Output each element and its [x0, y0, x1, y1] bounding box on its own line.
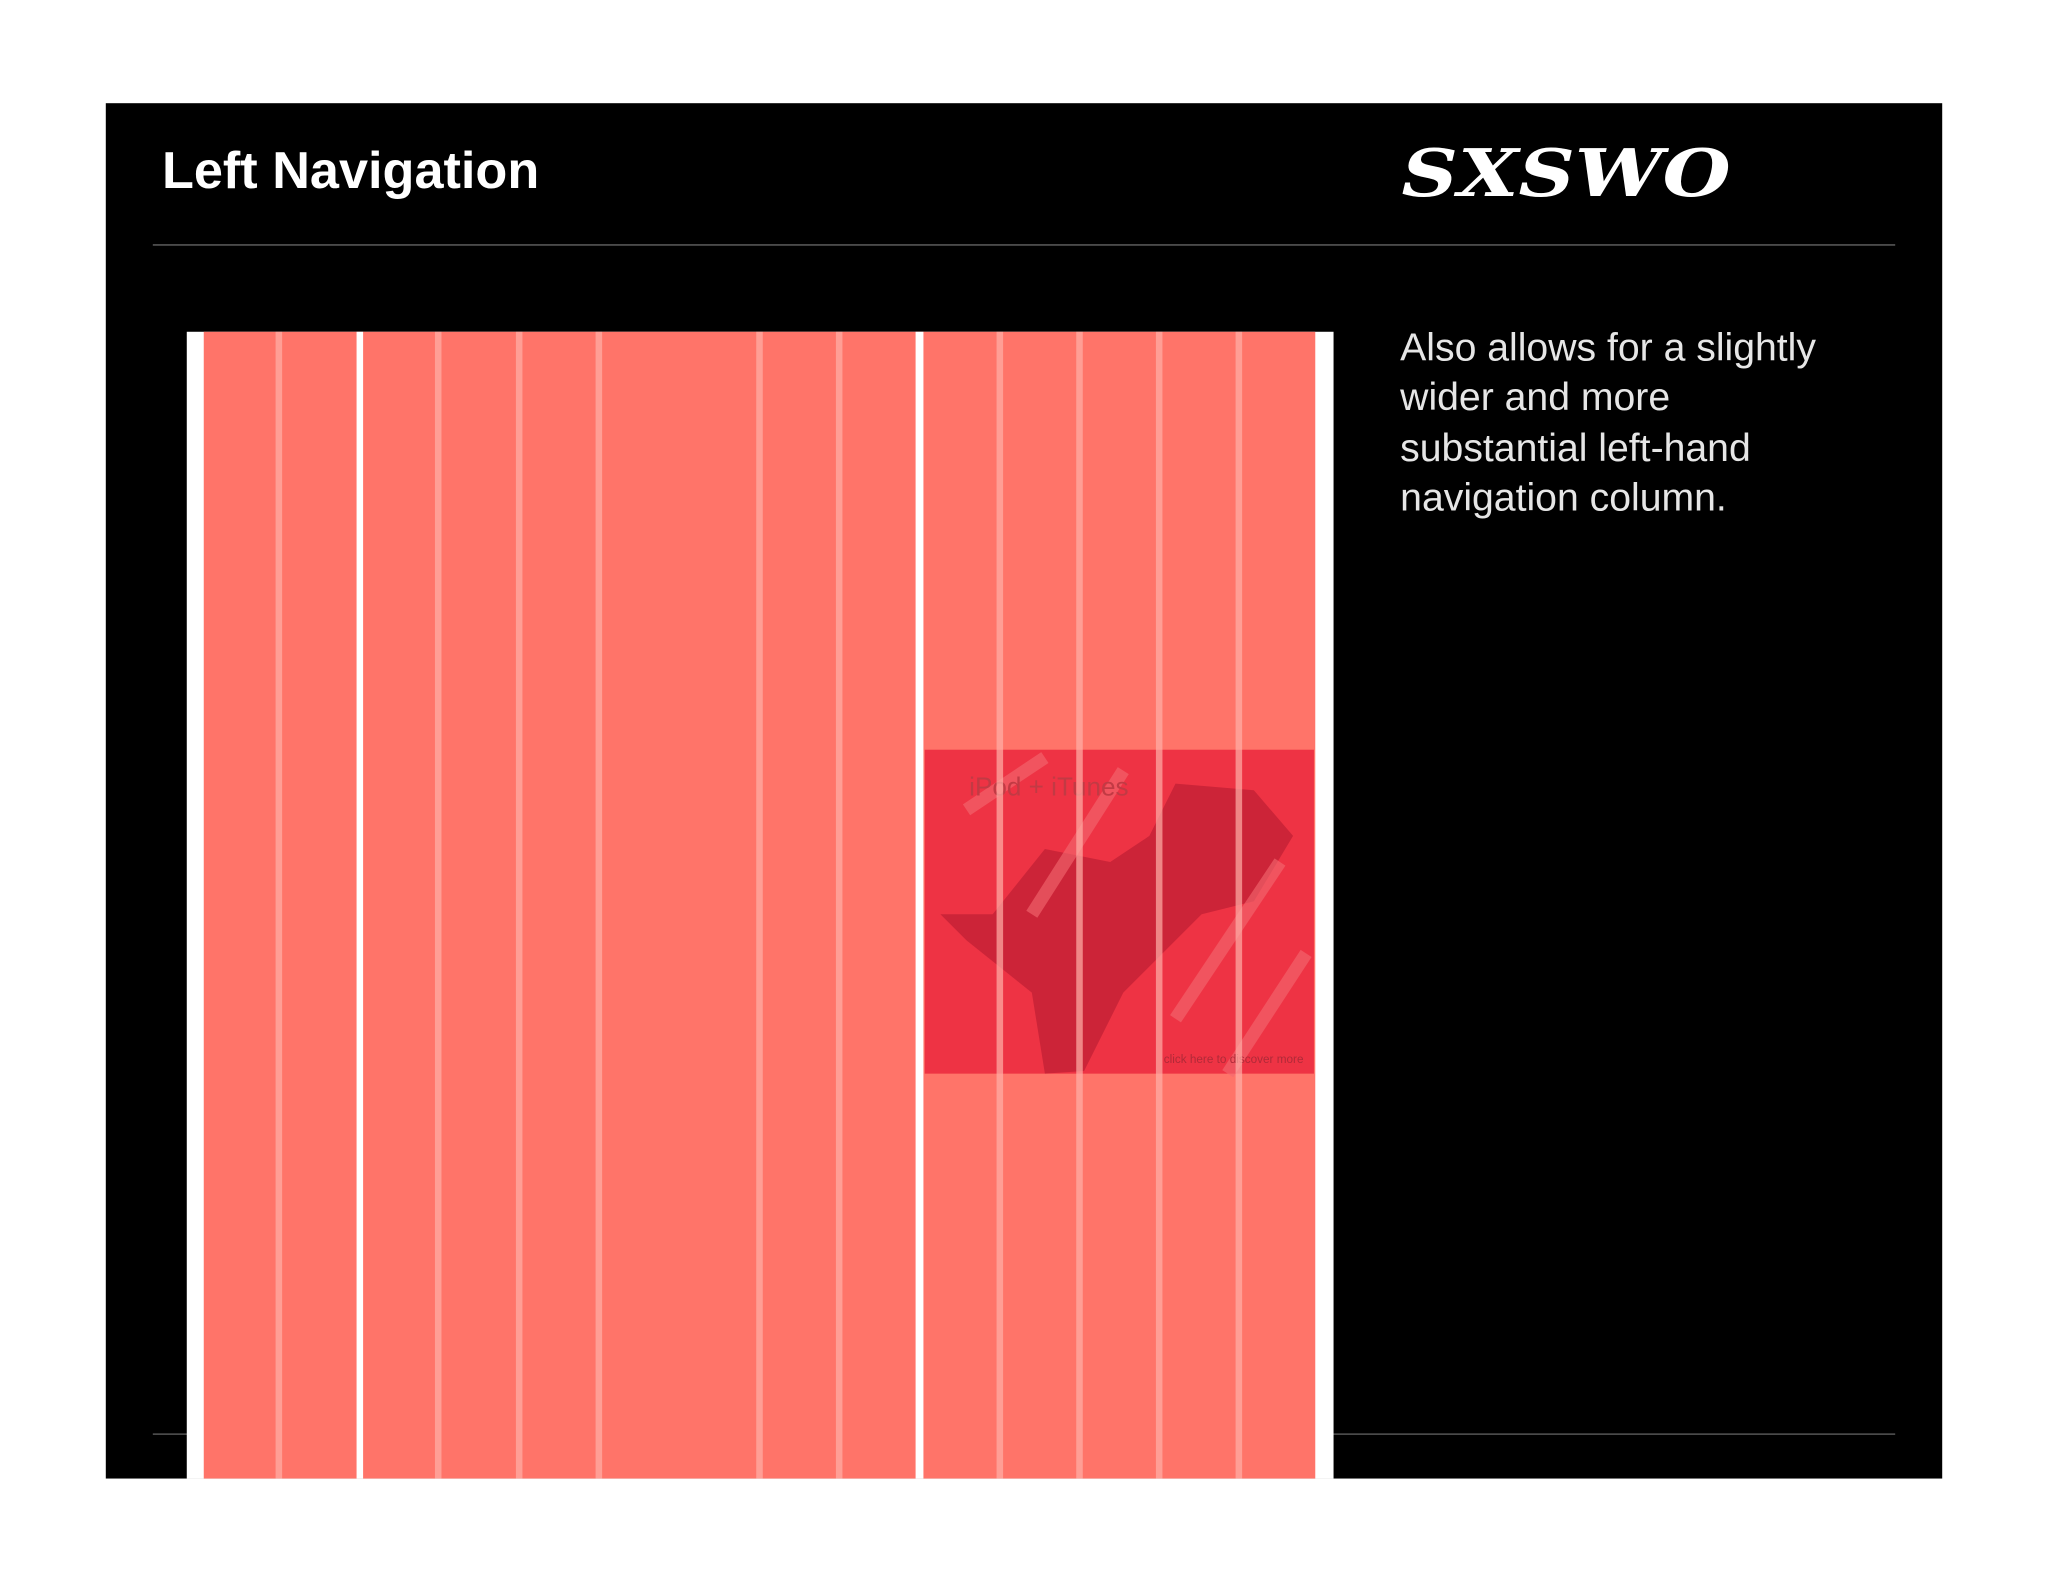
description-line: wider and more: [1399, 376, 1670, 419]
grid-diagram: iPod + iTunes click here to discover mor…: [186, 331, 1334, 1479]
grid-gutters: [275, 331, 1243, 1479]
description-line: Also allows for a slightly: [1400, 327, 1816, 370]
description-line: navigation column.: [1400, 477, 1727, 520]
ad-title: iPod + iTunes: [969, 771, 1128, 801]
ad-caption: click here to discover more: [1164, 1053, 1304, 1066]
grid-separator: [356, 331, 364, 1479]
grid-separator: [915, 331, 924, 1479]
logo: SXSWO: [1401, 136, 1730, 212]
description: Also allows for a slightly wider and mor…: [1399, 327, 1816, 520]
slide-title: Left Navigation: [162, 142, 539, 200]
description-line: substantial left-hand: [1400, 427, 1751, 470]
ad-banner: iPod + iTunes click here to discover mor…: [924, 749, 1314, 1078]
ad-silhouette: [940, 783, 1294, 1074]
